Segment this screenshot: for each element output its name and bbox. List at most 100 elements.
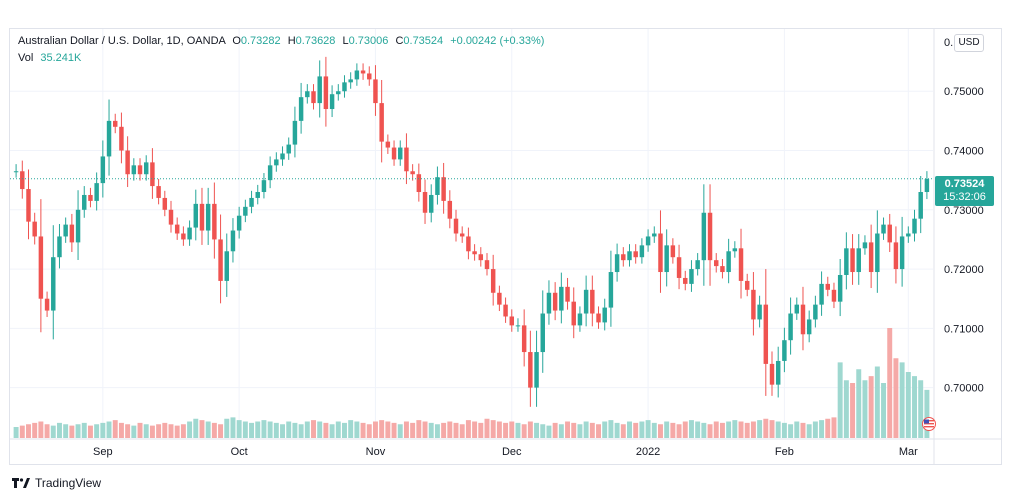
volume-bar [800,422,806,438]
volume-bar [912,376,917,438]
candle-body [670,245,676,258]
volume-bar [32,422,38,438]
vol-label: Vol [18,52,34,64]
volume-bar [657,424,663,438]
candle-body [639,245,645,258]
candle-body [57,236,62,258]
candle-body [379,103,384,142]
volume-bar [447,421,453,438]
candle-body [422,192,428,213]
volume-bar [515,422,521,438]
volume-bar [856,369,862,438]
volume-bar [87,425,93,438]
candle-body [342,82,347,92]
volume-bar [843,380,849,438]
candle-body [286,144,291,154]
candle-body [255,192,260,198]
candle-body [621,254,626,261]
x-tick-label: Dec [502,446,522,458]
candle-body [249,197,254,207]
volume-bar [862,380,868,438]
close-value: 0.73524 [403,35,444,47]
candle-body [540,313,545,353]
volume-bar [125,424,131,438]
volume-bar [304,421,310,438]
volume-bar [503,422,509,438]
candle-body [689,269,694,284]
volume-bar [527,421,533,438]
candle-body [63,224,68,237]
volume-bar [546,425,552,438]
volume-bar [149,425,155,438]
candle-body [546,292,552,314]
volume-bar [236,420,242,438]
candle-body [478,254,484,261]
candle-body [193,203,199,228]
volume-bar [819,420,825,438]
candle-body [236,215,242,231]
volume-bar [608,420,614,438]
last-price-value: 0.73524 [944,178,985,190]
volume-bar [453,422,459,438]
candle-body [813,304,818,320]
vol-value: 35.241K [40,52,82,64]
volume-bar [478,422,484,438]
volume-bar [422,421,428,438]
volume-bar [261,420,267,438]
volume-bar [874,366,880,438]
volume-bar [280,424,286,438]
candle-body [336,91,341,95]
volume-bar [354,421,360,438]
volume-bar [540,424,546,438]
symbol-title[interactable]: Australian Dollar / U.S. Dollar, 1D, OAN… [18,35,226,47]
candle-body [707,212,713,261]
candle-body [367,73,372,80]
volume-bar [143,424,149,438]
candle-body [13,171,19,173]
volume-bar [38,421,44,438]
volume-bar [224,418,230,438]
candle-body [577,313,583,326]
volume-bar [676,424,682,438]
candle-body [150,162,155,187]
volume-bar [273,422,279,438]
candle-body [143,162,149,175]
currency-button[interactable]: USD [954,34,984,52]
candle-body [305,91,310,98]
volume-bar [695,421,701,438]
volume-bar [602,421,608,438]
tradingview-brand[interactable]: TradingView [12,476,101,490]
candle-body [181,233,186,240]
volume-bar [552,422,558,438]
volume-bar [788,424,794,438]
volume-bar [100,422,106,438]
volume-bar [651,422,657,438]
y-tick-label: 0.74000 [944,146,984,158]
candle-body [373,79,378,104]
candle-body [82,194,87,210]
volume-bar [509,421,515,438]
candle-body [20,171,25,190]
candle-body [168,209,174,225]
volume-bar [837,362,843,438]
volume-bar [707,424,713,438]
candle-body [899,236,905,270]
volume-bar [924,389,930,438]
candle-body [658,233,663,273]
volume-bar [323,422,329,438]
candle-body [887,224,892,243]
open-label: O [232,35,241,47]
volume-bar [131,425,137,438]
volume-bar [174,425,180,438]
volume-bar [459,424,465,438]
candle-body [924,178,930,193]
volume-bar [620,424,626,438]
volume-bar [881,383,887,438]
volume-bar [242,421,248,438]
volume-bar [180,424,186,438]
us-flag-icon[interactable] [922,417,936,431]
volume-bar [193,418,199,438]
volume-bar [267,421,273,438]
y-tick-label: 0. [944,37,953,49]
